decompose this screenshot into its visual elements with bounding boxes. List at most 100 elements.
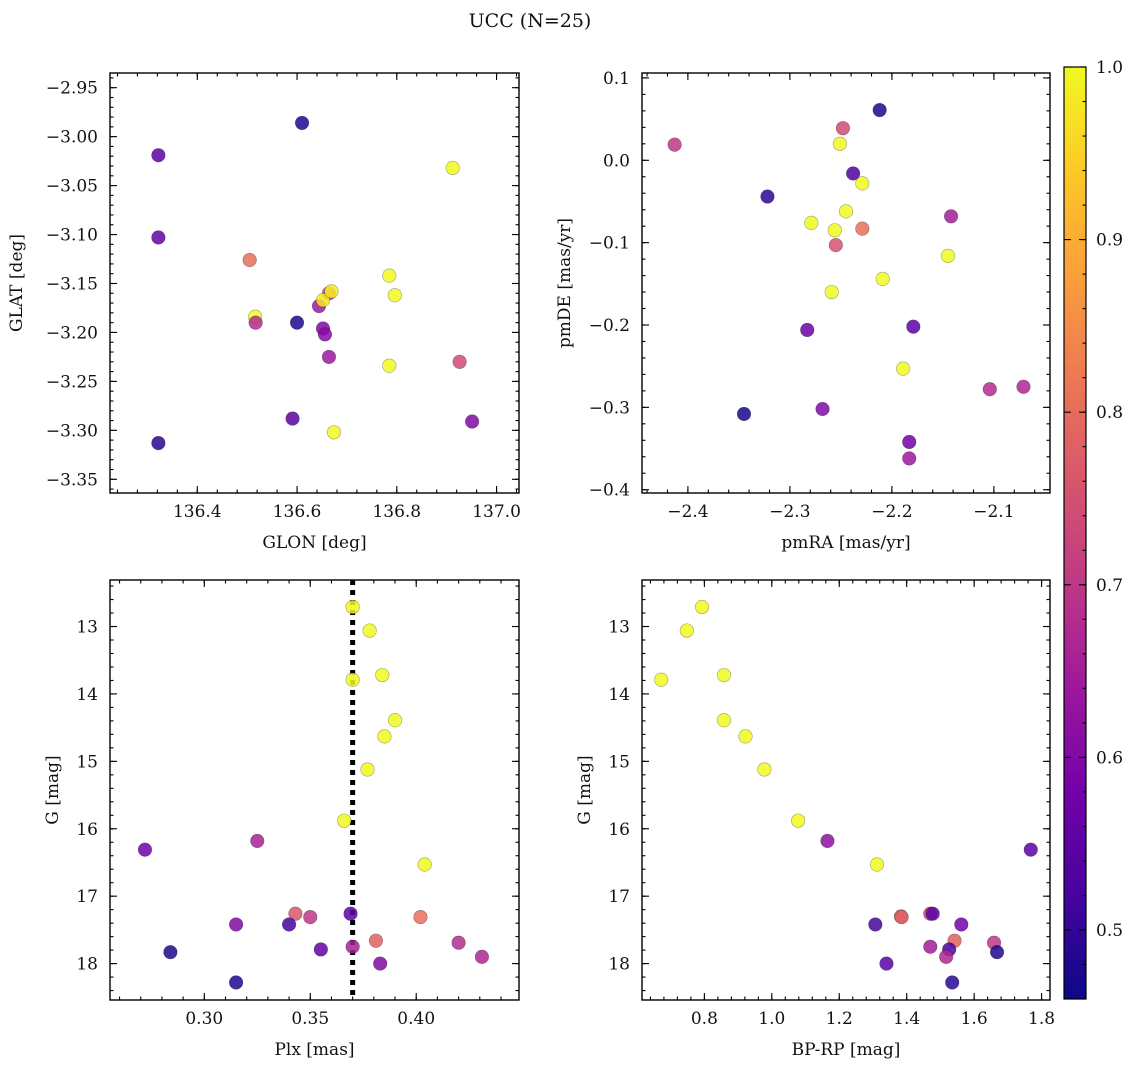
data-point	[760, 189, 775, 204]
panel-plx-g: 0.30 0.35 0.40 13 14 15 16 17 18 Plx [mas] G [mag]	[43, 579, 520, 1060]
colorbar-tick-label: 0.9	[1096, 231, 1123, 251]
x-axis-label: pmRA [mas/yr]	[781, 533, 910, 553]
data-point	[832, 136, 847, 151]
data-point	[368, 933, 384, 948]
data-point	[872, 102, 887, 118]
data-point	[875, 271, 890, 286]
panel-pmra-pmde: −2.4 −2.3 −2.2 −2.1 0.1 0.0 −0.1 −0.2 −0.3 −0.4 pm…	[555, 69, 1051, 553]
data-point	[679, 623, 694, 638]
data-point	[288, 906, 303, 921]
data-point	[868, 917, 883, 932]
data-point	[738, 729, 753, 744]
data-point	[163, 945, 178, 960]
data-point	[1023, 842, 1038, 857]
data-point	[800, 322, 815, 338]
axes-frame	[109, 579, 520, 1001]
data-point	[303, 909, 318, 925]
y-axis-label: G [mag]	[575, 755, 595, 824]
data-point	[324, 284, 339, 299]
colorbar-tick-label: 0.5	[1096, 921, 1123, 941]
y-tick-label: 16	[76, 820, 98, 840]
x-tick-label: 0.30	[185, 1009, 223, 1029]
data-point	[452, 354, 467, 369]
data-point	[736, 406, 752, 422]
data-point	[289, 315, 305, 330]
y-tick-label: 0.0	[603, 151, 630, 171]
data-point	[989, 945, 1005, 960]
data-point	[313, 942, 328, 957]
axes-frame	[641, 579, 1051, 1001]
data-point	[906, 319, 921, 334]
y-tick-label: −3.10	[46, 226, 98, 246]
data-point	[855, 176, 870, 191]
data-point	[451, 935, 466, 950]
y-axis-label: GLAT [deg]	[7, 234, 27, 332]
axes-frame	[641, 72, 1051, 494]
x-tick-label: 136.4	[173, 502, 222, 522]
x-tick-label: 136.8	[372, 502, 421, 522]
data-point	[321, 349, 337, 365]
data-point	[945, 975, 960, 990]
data-point	[362, 623, 377, 638]
data-point	[228, 917, 244, 932]
data-point	[716, 713, 732, 728]
data-point	[855, 221, 870, 236]
y-tick-label: 17	[608, 887, 630, 907]
data-point	[791, 813, 806, 828]
x-tick-label: 0.35	[291, 1009, 329, 1029]
x-tick-label: 136.6	[273, 502, 322, 522]
y-tick-label: −0.3	[589, 398, 630, 418]
data-point	[151, 148, 166, 163]
y-tick-label: −3.30	[46, 421, 98, 441]
y-tick-label: −0.4	[589, 481, 630, 501]
data-point	[894, 909, 909, 925]
x-tick-label: −2.2	[871, 502, 912, 522]
x-tick-label: 0.8	[691, 1009, 718, 1029]
data-point	[382, 358, 397, 373]
data-point	[474, 949, 490, 964]
x-tick-label: 1.0	[758, 1009, 785, 1029]
data-point	[757, 762, 772, 777]
y-tick-label: −3.05	[46, 177, 98, 197]
data-point	[377, 729, 392, 744]
data-point	[417, 857, 432, 872]
data-point	[465, 414, 480, 429]
data-point	[667, 137, 682, 152]
data-point	[1016, 379, 1031, 394]
data-point	[838, 204, 854, 219]
panel-bprp-g: 0.8 1.0 1.2 1.4 1.6 1.8 13 14 15 16 17 18 BP-RP [mag…	[575, 579, 1055, 1060]
data-point	[242, 252, 257, 268]
data-point	[250, 833, 265, 848]
data-point	[896, 361, 911, 376]
data-point	[228, 975, 244, 990]
data-point	[345, 599, 360, 615]
y-tick-label: 14	[608, 685, 630, 705]
data-point	[285, 411, 300, 426]
figure-title: UCC (N=25)	[469, 10, 592, 32]
data-point	[326, 425, 342, 440]
y-tick-label: 16	[608, 820, 630, 840]
data-point	[982, 382, 997, 397]
axes-frame	[109, 72, 520, 494]
data-point	[151, 230, 166, 245]
data-point	[373, 956, 388, 971]
colorbar-tick-label: 1.0	[1096, 58, 1123, 78]
data-point	[281, 917, 297, 932]
data-point	[954, 917, 969, 932]
x-tick-label: −2.4	[667, 502, 708, 522]
data-point	[827, 223, 842, 238]
y-tick-label: 15	[608, 752, 630, 772]
colorbar-ticks: 0.5 0.6 0.7 0.8 0.9 1.0	[1064, 58, 1123, 966]
data-point	[445, 160, 460, 176]
y-axis-label: G [mag]	[43, 755, 63, 824]
y-tick-label: −2.95	[46, 79, 98, 99]
x-tick-label: 137.0	[472, 502, 521, 522]
y-axis-label: pmDE [mas/yr]	[555, 218, 575, 348]
y-tick-label: 17	[76, 887, 98, 907]
data-point	[846, 166, 861, 181]
data-point	[902, 434, 917, 450]
data-point	[337, 813, 352, 828]
data-point	[835, 121, 851, 136]
y-tick-label: −3.25	[46, 372, 98, 392]
